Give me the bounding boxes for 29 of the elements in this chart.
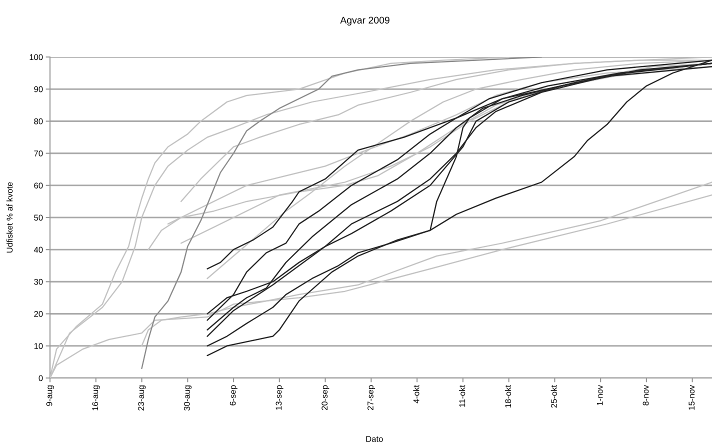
y-tick-label: 100 bbox=[30, 54, 43, 60]
y-tick-label: 10 bbox=[34, 343, 43, 349]
x-tick-label: 1-nov bbox=[596, 384, 603, 406]
y-tick-label: 30 bbox=[34, 278, 43, 285]
x-tick-label: 20-sep bbox=[322, 385, 330, 410]
chart-title: Agvar 2009 bbox=[340, 16, 390, 26]
y-tick-label: 40 bbox=[34, 246, 43, 253]
y-tick-label: 0 bbox=[38, 375, 43, 382]
x-tick-label: 30-aug bbox=[184, 385, 192, 411]
x-tick-label: 4-okt bbox=[413, 385, 420, 404]
y-tick-label: 90 bbox=[34, 86, 43, 92]
x-tick-label: 8-nov bbox=[642, 384, 649, 406]
y-tick-label: 60 bbox=[34, 182, 43, 188]
y-axis-title: Udfisket % af kvote bbox=[6, 182, 13, 253]
x-axis-title: Dato bbox=[366, 436, 383, 442]
x-tick-label: 6-sep bbox=[230, 385, 238, 406]
x-tick-label: 18-okt bbox=[504, 385, 512, 408]
x-tick-label: 25-okt bbox=[550, 385, 557, 408]
x-tick-label: 23-aug bbox=[138, 385, 146, 410]
x-tick-label: 9-aug bbox=[46, 385, 54, 406]
x-tick-label: 11-okt bbox=[459, 385, 466, 407]
x-tick-label: 15-nov bbox=[688, 384, 695, 410]
y-tick-label: 20 bbox=[34, 311, 43, 317]
y-tick-label: 50 bbox=[34, 214, 43, 221]
x-tick-label: 27-sep bbox=[368, 385, 376, 410]
y-tick-label: 70 bbox=[34, 150, 43, 156]
x-tick-label: 16-aug bbox=[92, 385, 100, 410]
x-tick-label: 13-sep bbox=[276, 385, 284, 410]
y-tick-label: 80 bbox=[34, 118, 43, 124]
